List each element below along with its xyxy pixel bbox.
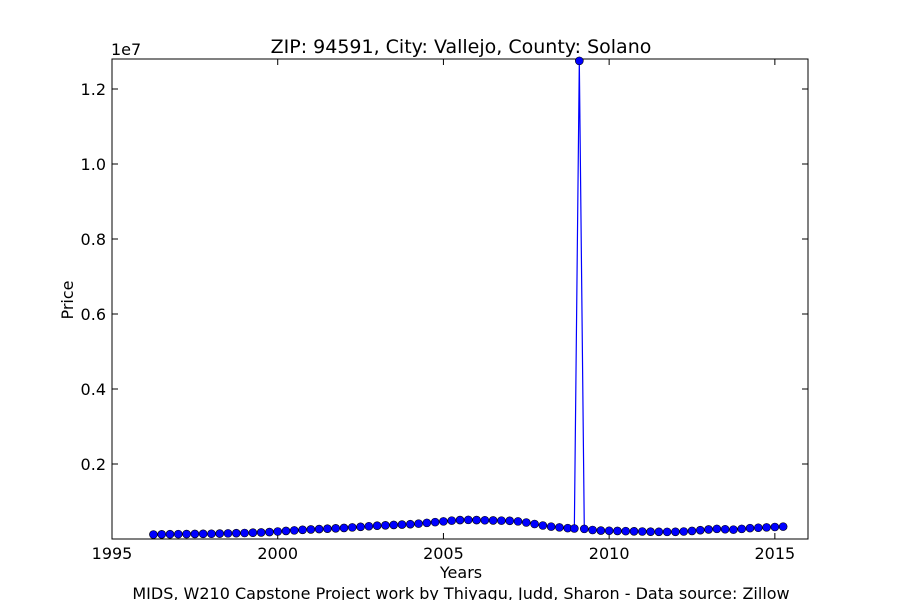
y-tick-label: 0.8 [81,230,106,249]
data-point [240,528,249,538]
data-point [314,524,324,534]
y-tick-label: 0.6 [81,305,106,324]
data-point [521,518,531,527]
data-point [430,517,440,527]
data-point [198,529,208,539]
data-point [480,515,490,525]
data-point [231,528,241,538]
data-point [770,522,780,532]
data-point [596,526,606,535]
data-point [579,524,589,534]
data-point [654,527,664,537]
data-point [712,524,722,534]
data-point [289,526,299,535]
data-point [149,530,158,539]
data-point [339,523,349,533]
y-axis-label: Price [58,280,77,319]
y-tick-label: 0.2 [81,455,106,474]
data-point [753,523,763,533]
data-point [762,523,771,532]
data-point [778,522,788,531]
data-point [662,527,672,537]
data-point [173,529,183,539]
y-tick-label: 1.0 [81,155,106,174]
y-axis: 0.2 0.4 0.6 0.8 1.0 1.2 [81,80,808,474]
data-point [273,527,283,536]
data-point [323,524,332,533]
data-point [157,530,167,539]
x-axis: 1995 2000 2005 2010 2015 [92,59,795,563]
data-point [215,529,225,538]
data-point [505,516,515,526]
data-point [207,529,216,539]
data-point [530,519,539,529]
data-point [265,527,274,537]
data-point [281,526,291,536]
y-tick-label: 0.4 [81,380,106,399]
data-point [364,521,374,531]
data-point [422,518,432,528]
data-point [165,529,175,539]
chart-title: ZIP: 94591, City: Vallejo, County: Solan… [271,36,652,58]
data-point [447,516,457,525]
data-point [729,525,738,534]
data-point [256,528,266,537]
data-point [687,526,697,536]
data-point [397,520,407,529]
data-point [381,521,390,530]
footer-credit: MIDS, W210 Capstone Project work by Thiy… [132,584,789,600]
data-point [720,524,730,534]
x-tick-label: 1995 [92,544,133,563]
data-point [223,529,233,538]
y-tick-label: 1.2 [81,80,106,99]
data-point [497,516,506,525]
data-point [604,526,614,536]
x-tick-label: 2010 [589,544,630,563]
x-axis-label: Years [439,563,482,582]
data-point [488,516,498,525]
y-offset-label: 1e7 [111,40,141,59]
data-point [679,527,689,536]
data-point [637,527,647,536]
x-tick-label: 2005 [423,544,464,563]
data-point [306,525,316,534]
data-point [629,527,639,536]
plot-area [111,58,809,540]
data-point [439,517,448,526]
data-point [356,522,365,532]
data-point [298,525,307,535]
x-tick-label: 2000 [257,544,298,563]
data-point [575,56,584,66]
data-point [414,519,423,528]
data-point [555,523,564,532]
data-point [613,526,622,536]
data-point [405,519,415,529]
data-point [538,521,548,530]
data-point [455,515,465,525]
data-point [248,528,258,538]
data-point [745,523,755,533]
data-point [695,525,705,535]
data-point [737,524,747,534]
data-point [621,526,631,536]
x-tick-label: 2015 [754,544,795,563]
data-point [588,525,597,535]
data-point [190,529,200,539]
data-point [646,527,655,536]
data-point [347,523,357,532]
data-point [546,522,556,531]
data-point [570,524,579,533]
data-point [472,515,481,525]
data-point [389,520,399,530]
data-point [463,515,473,525]
data-point [704,525,713,534]
data-point [513,517,523,526]
data-point [372,521,382,530]
data-point [182,529,191,539]
series-layer [149,56,788,539]
data-point [671,527,680,537]
data-point [331,524,341,533]
